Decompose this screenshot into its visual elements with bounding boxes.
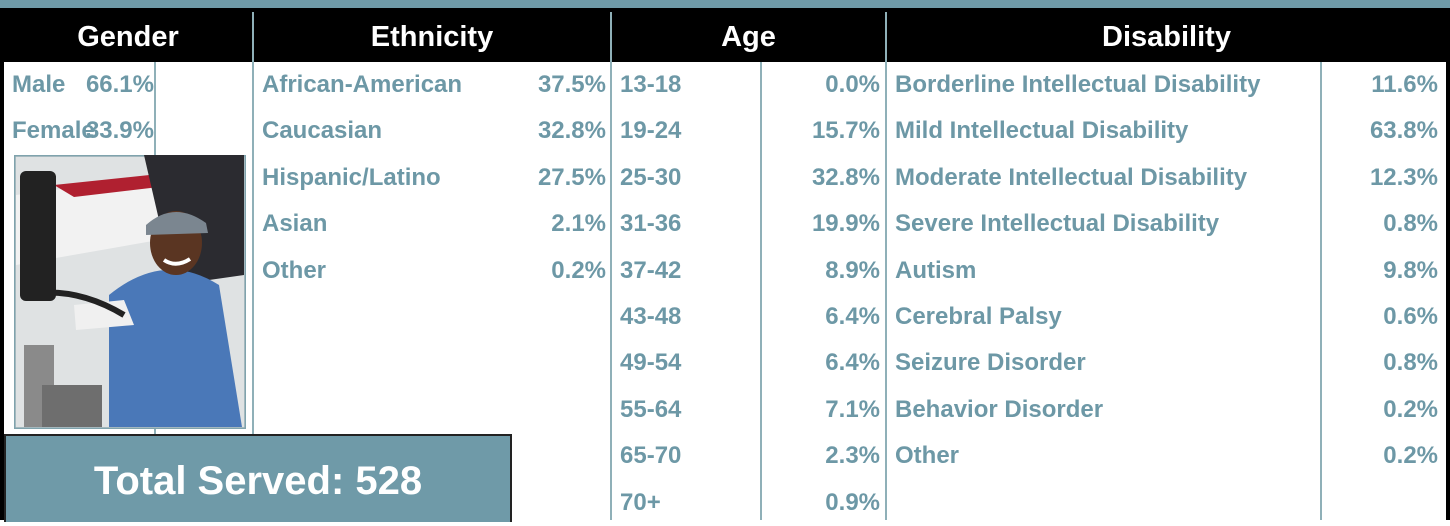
- age-label: 19-24: [620, 108, 681, 154]
- disability-label: Mild Intellectual Disability: [895, 108, 1188, 154]
- age-value: 15.7%: [760, 108, 880, 154]
- gender-value: 33.9%: [34, 108, 154, 154]
- photo: [14, 155, 246, 429]
- disability-label: Moderate Intellectual Disability: [895, 155, 1247, 201]
- ethnicity-value: 32.8%: [486, 108, 606, 154]
- disability-label: Behavior Disorder: [895, 387, 1103, 433]
- age-label: 37-42: [620, 248, 681, 294]
- age-value: 32.8%: [760, 155, 880, 201]
- disability-value: 0.8%: [1318, 201, 1438, 247]
- gender-value: 66.1%: [34, 62, 154, 108]
- age-value: 8.9%: [760, 248, 880, 294]
- ethnicity-value: 2.1%: [486, 201, 606, 247]
- disability-label: Other: [895, 433, 959, 479]
- header-gender: Gender: [4, 12, 252, 62]
- ethnicity-value: 37.5%: [486, 62, 606, 108]
- disability-label: Seizure Disorder: [895, 340, 1086, 386]
- page: Gender Ethnicity Age Disability Total Se…: [0, 0, 1450, 520]
- disability-value: 9.8%: [1318, 248, 1438, 294]
- age-value: 19.9%: [760, 201, 880, 247]
- disability-label: Severe Intellectual Disability: [895, 201, 1219, 247]
- age-label: 31-36: [620, 201, 681, 247]
- disability-value: 0.8%: [1318, 340, 1438, 386]
- age-value: 6.4%: [760, 340, 880, 386]
- disability-value: 12.3%: [1318, 155, 1438, 201]
- header-age: Age: [612, 12, 885, 62]
- ethnicity-value: 27.5%: [486, 155, 606, 201]
- age-label: 43-48: [620, 294, 681, 340]
- header-disability: Disability: [887, 12, 1446, 62]
- disability-value: 0.2%: [1318, 387, 1438, 433]
- ethnicity-label: African-American: [262, 62, 462, 108]
- ethnicity-label: Other: [262, 248, 326, 294]
- age-label: 65-70: [620, 433, 681, 479]
- age-label: 25-30: [620, 155, 681, 201]
- disability-label: Cerebral Palsy: [895, 294, 1062, 340]
- age-label: 70+: [620, 480, 661, 526]
- disability-value: 11.6%: [1318, 62, 1438, 108]
- divider: [610, 12, 612, 520]
- age-value: 2.3%: [760, 433, 880, 479]
- age-value: 7.1%: [760, 387, 880, 433]
- disability-value: 0.6%: [1318, 294, 1438, 340]
- disability-label: Autism: [895, 248, 976, 294]
- top-strip: [0, 0, 1450, 8]
- right-border: [1446, 8, 1450, 520]
- ethnicity-label: Hispanic/Latino: [262, 155, 441, 201]
- age-value: 0.0%: [760, 62, 880, 108]
- header-ethnicity: Ethnicity: [254, 12, 610, 62]
- divider: [885, 12, 887, 520]
- ethnicity-label: Asian: [262, 201, 327, 247]
- age-value: 0.9%: [760, 480, 880, 526]
- age-label: 55-64: [620, 387, 681, 433]
- disability-label: Borderline Intellectual Disability: [895, 62, 1260, 108]
- ethnicity-value: 0.2%: [486, 248, 606, 294]
- age-value: 6.4%: [760, 294, 880, 340]
- disability-value: 0.2%: [1318, 433, 1438, 479]
- total-served: Total Served: 528: [4, 434, 512, 522]
- age-label: 49-54: [620, 340, 681, 386]
- disability-value: 63.8%: [1318, 108, 1438, 154]
- age-label: 13-18: [620, 62, 681, 108]
- ethnicity-label: Caucasian: [262, 108, 382, 154]
